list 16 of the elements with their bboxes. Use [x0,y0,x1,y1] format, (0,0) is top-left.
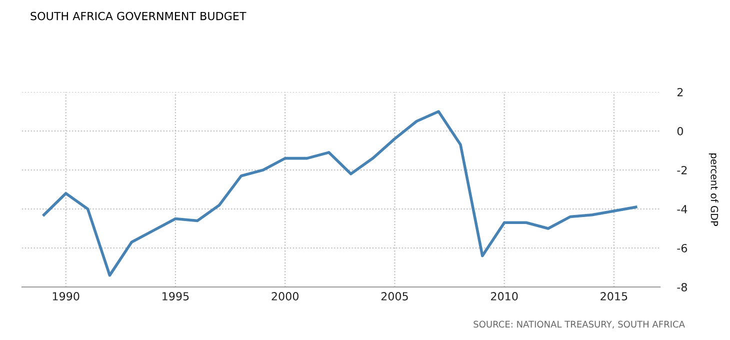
y-tick-label: -4 [677,205,688,214]
x-tick-label: 2005 [381,292,408,300]
x-tick-label: 1990 [52,292,80,300]
source-note: SOURCE: NATIONAL TREASURY, SOUTH AFRICA [474,320,685,329]
y-tick-label: -2 [677,166,687,174]
x-tick-label: 2010 [491,292,518,300]
y-tick-label: -8 [677,282,687,292]
y-tick-label: -6 [677,244,688,252]
y-tick-label: 2 [677,88,683,96]
y-tick-label: 0 [677,126,683,136]
y-axis-title: percent of GDP [708,154,718,226]
line-series [42,110,638,277]
x-tick-label: 2000 [272,292,298,300]
chart-title: SOUTH AFRICA GOVERNMENT BUDGET [30,12,246,20]
x-tick-label: 1995 [162,292,189,300]
x-tick-label: 2015 [600,292,628,300]
